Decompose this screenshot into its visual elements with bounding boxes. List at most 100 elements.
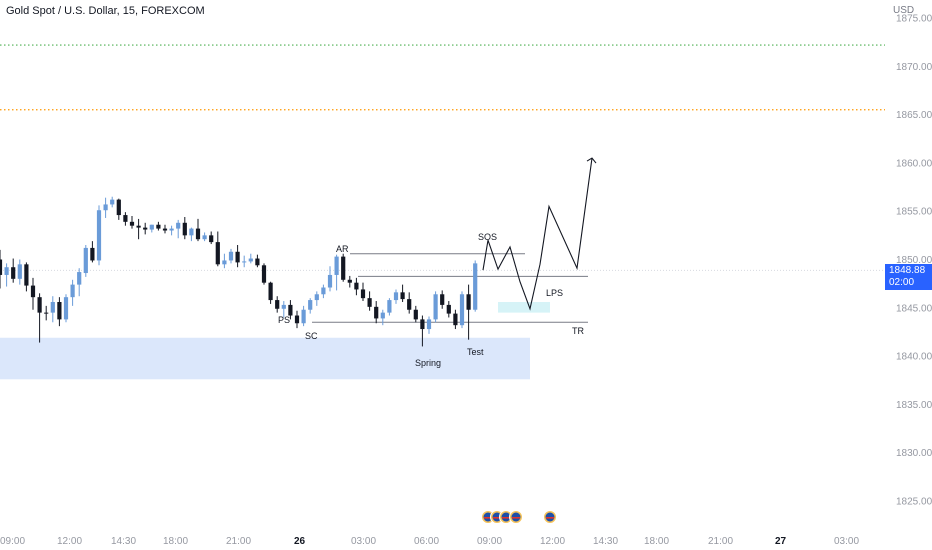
last-price-tag: 1848.88 02:00: [885, 264, 932, 290]
candle-body: [24, 264, 29, 286]
y-axis: 1875.00 1870.00 1865.00 1860.00 1855.00 1850.…: [896, 14, 932, 508]
candle-body: [70, 284, 75, 298]
candle: [202, 232, 207, 242]
y-tick-label: 1835.00: [896, 400, 932, 411]
candle-body: [83, 247, 88, 274]
candle-body: [50, 302, 55, 313]
candle: [407, 292, 412, 314]
candle-body: [162, 228, 168, 231]
candle: [261, 263, 267, 285]
candle: [327, 266, 333, 292]
events-layer: [481, 510, 557, 524]
candle-body: [255, 258, 260, 266]
candle-body: [156, 224, 161, 229]
candle-body: [103, 204, 108, 211]
x-tick-label: 14:30: [593, 536, 618, 547]
candle: [380, 309, 385, 326]
candle-body: [182, 222, 187, 236]
candle: [176, 219, 181, 239]
levels-layer: [0, 44, 885, 271]
candle: [162, 224, 168, 234]
candle-body: [354, 282, 359, 290]
event-icon-stripe: [546, 517, 554, 519]
candle: [374, 301, 379, 324]
us-flag-event-icon: [499, 510, 513, 524]
candle: [57, 297, 62, 327]
candle: [136, 218, 141, 240]
candle-body: [195, 228, 201, 240]
candle-body: [96, 210, 102, 261]
candle-body: [308, 300, 313, 310]
candle: [242, 255, 247, 268]
candle: [420, 315, 425, 347]
candle-body: [407, 299, 412, 310]
y-tick-label: 1830.00: [896, 448, 932, 459]
candle: [63, 294, 69, 323]
candle-body: [189, 228, 194, 236]
candle-body: [4, 267, 9, 275]
candle-body: [367, 298, 372, 307]
candle-body: [341, 256, 346, 280]
candle-body: [44, 312, 49, 314]
candle-body: [440, 294, 445, 305]
candle: [77, 268, 82, 297]
y-tick-label: 1850.00: [896, 255, 932, 266]
event-icon-stripe: [512, 517, 520, 519]
annotations-layer: AR SOS PS SC Spring Test LPS TR: [278, 232, 584, 368]
x-tick-label: 21:00: [226, 536, 251, 547]
candle-body: [321, 287, 326, 295]
candle: [433, 291, 438, 323]
candle: [215, 231, 220, 267]
candle: [367, 291, 372, 311]
candle-body: [281, 304, 286, 309]
candle: [37, 293, 42, 343]
candle: [275, 296, 280, 313]
candle: [83, 245, 88, 277]
projection-layer: [482, 157, 597, 311]
candle-body: [420, 319, 425, 330]
candle: [347, 275, 352, 288]
projection-path: [482, 157, 593, 311]
candle: [288, 300, 293, 320]
x-tick-label: 12:00: [57, 536, 82, 547]
x-tick-label: 03:00: [351, 536, 376, 547]
chart-title: Gold Spot / U.S. Dollar, 15, FOREXCOM: [6, 5, 205, 17]
candle-body: [116, 199, 121, 216]
candle: [228, 248, 234, 264]
candle: [24, 262, 29, 292]
label-spring: Spring: [415, 358, 441, 368]
candle-body: [77, 272, 82, 285]
candle-body: [63, 297, 69, 320]
support-zone: [0, 337, 530, 380]
candle-body: [215, 242, 220, 265]
trading-range-layer: [312, 253, 588, 323]
candle-body: [123, 215, 128, 222]
candle-body: [235, 251, 240, 263]
candle-body: [453, 313, 458, 326]
us-flag-event-icon: [509, 510, 523, 524]
candles-layer: [0, 196, 478, 347]
candle: [4, 263, 9, 287]
candle-body: [0, 259, 3, 275]
candle: [182, 216, 187, 240]
candle: [453, 309, 458, 330]
y-tick-label: 1875.00: [896, 14, 932, 25]
candle-body: [11, 267, 16, 279]
candle-body: [288, 304, 293, 316]
candle-body: [129, 221, 135, 226]
candle: [314, 291, 319, 306]
x-tick-label: 27: [775, 536, 787, 547]
candle: [116, 198, 121, 220]
x-tick-label: 09:00: [0, 536, 25, 547]
candle-body: [143, 227, 148, 230]
candle: [103, 197, 108, 218]
x-tick-label: 14:30: [111, 536, 136, 547]
y-tick-label: 1860.00: [896, 158, 932, 169]
candle: [30, 277, 36, 310]
candle: [473, 260, 478, 312]
candle-body: [30, 285, 36, 298]
candle-body: [446, 304, 451, 314]
candle-body: [459, 294, 465, 326]
candle-body: [248, 258, 253, 262]
